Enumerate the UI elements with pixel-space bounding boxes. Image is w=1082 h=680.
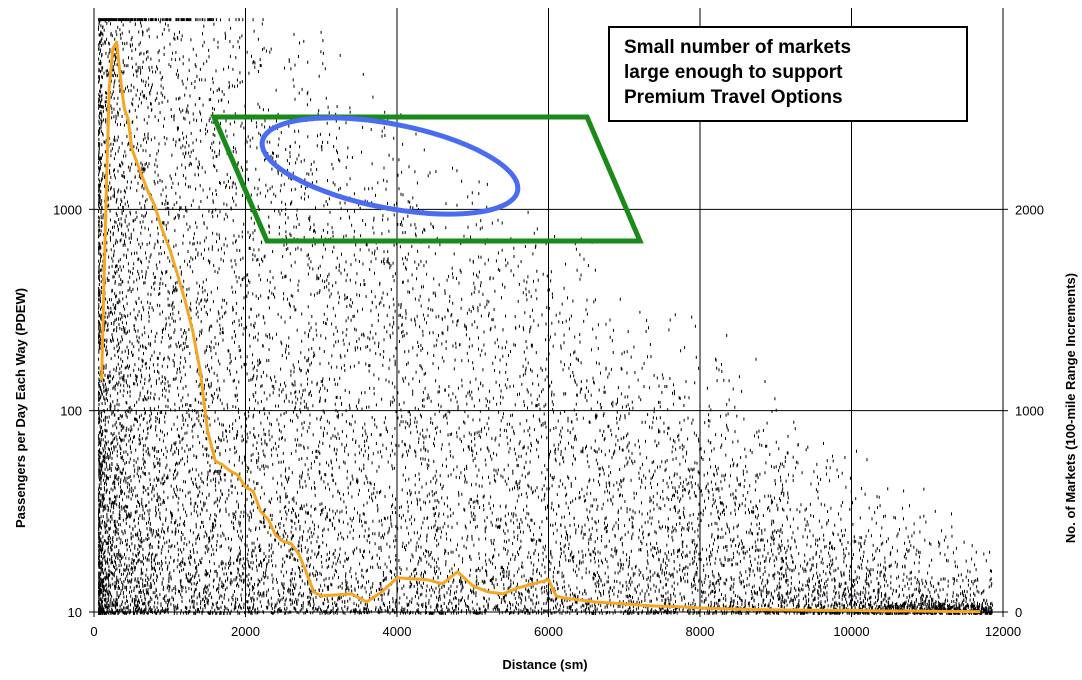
markets-line-series xyxy=(100,40,981,614)
overlay-shapes xyxy=(210,114,644,244)
x-axis: 0 2000 4000 6000 8000 10000 12000 xyxy=(90,612,1021,639)
x-tick-label-6000: 6000 xyxy=(534,624,563,639)
right-y-tick-label-1000: 1000 xyxy=(1015,404,1044,419)
x-tick-label-12000: 12000 xyxy=(985,624,1021,639)
right-y-axis-title: No. of Markets (100-mile Range Increment… xyxy=(1063,273,1078,543)
left-y-tick-label-10: 10 xyxy=(68,605,82,620)
scatter-points xyxy=(98,18,993,615)
callout-line-2: large enough to support xyxy=(624,62,843,83)
left-y-axis: 10 100 1000 xyxy=(53,202,94,620)
left-y-tick-label-1000: 1000 xyxy=(53,202,82,217)
x-tick-label-2000: 2000 xyxy=(231,624,260,639)
x-tick-label-10000: 10000 xyxy=(833,624,869,639)
right-y-axis: 0 1000 2000 xyxy=(1003,202,1044,620)
left-y-tick-label-100: 100 xyxy=(60,404,82,419)
highlight-ellipse xyxy=(259,115,521,217)
right-y-tick-label-2000: 2000 xyxy=(1015,202,1044,217)
markets-line xyxy=(100,40,981,614)
x-tick-label-8000: 8000 xyxy=(686,624,715,639)
x-tick-label-0: 0 xyxy=(90,624,97,639)
callout-line-3: Premium Travel Options xyxy=(624,87,843,108)
callout-box: Small number of markets large enough to … xyxy=(608,26,968,122)
x-axis-title: Distance (sm) xyxy=(502,657,587,672)
right-y-tick-label-0: 0 xyxy=(1015,605,1022,620)
left-y-axis-title: Passengers per Day Each Way (PDEW) xyxy=(13,288,28,528)
scatter-points-path xyxy=(98,18,993,615)
x-tick-label-4000: 4000 xyxy=(383,624,412,639)
highlight-parallelogram xyxy=(210,114,644,244)
callout-line-1: Small number of markets xyxy=(624,37,852,58)
